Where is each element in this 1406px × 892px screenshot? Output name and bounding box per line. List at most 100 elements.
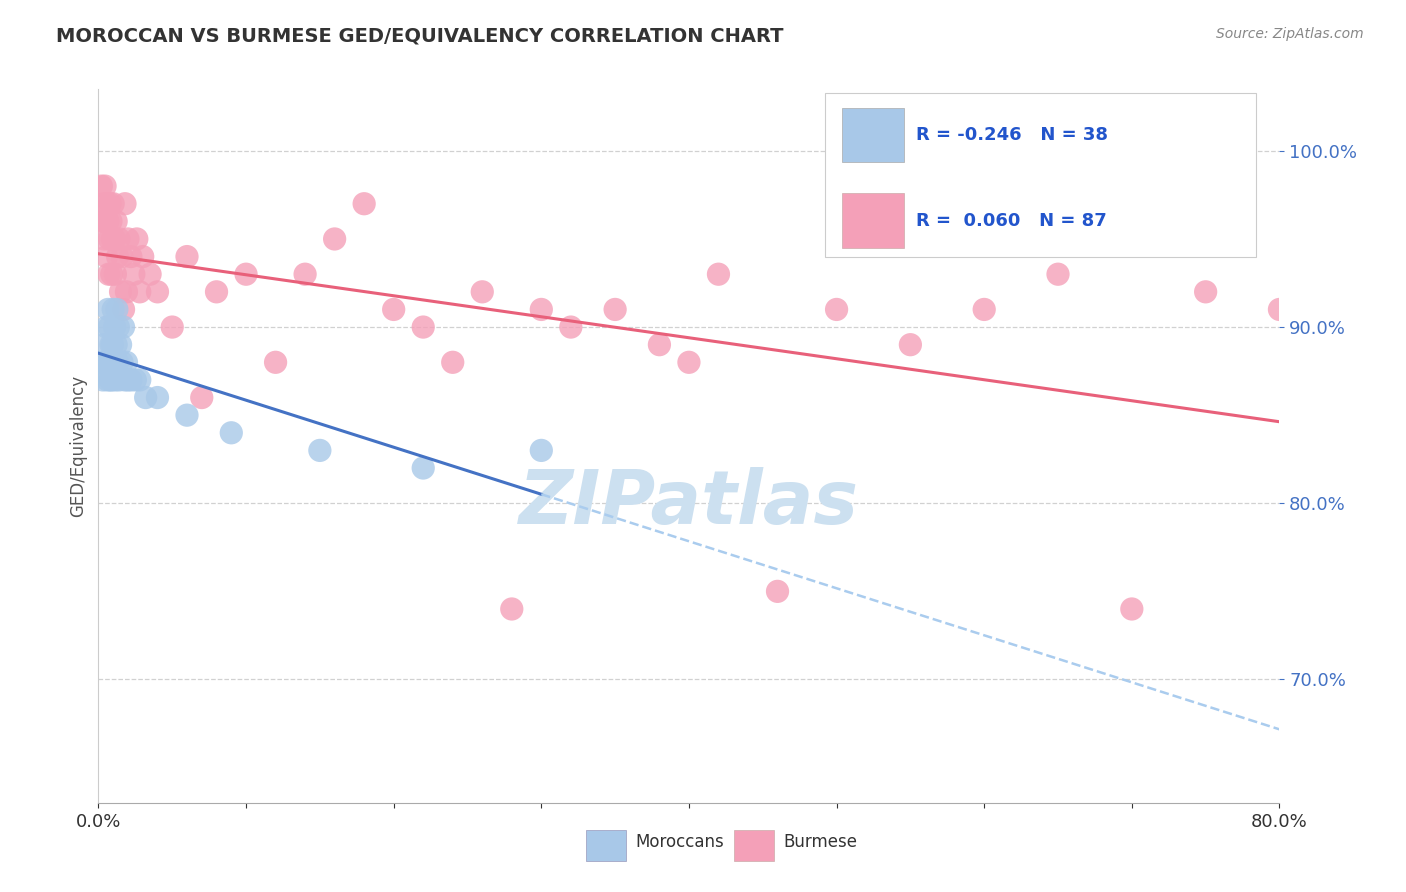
Point [412, 320, 434, 334]
Point [146, 285, 169, 299]
Point [117, 373, 139, 387]
Point [176, 408, 198, 422]
Point [353, 196, 375, 211]
Point [205, 285, 228, 299]
Point [94, 214, 117, 228]
Point [98, 373, 121, 387]
Point [104, 267, 127, 281]
Point [132, 250, 155, 264]
Point [120, 250, 142, 264]
Point [120, 373, 142, 387]
Point [605, 302, 627, 317]
Point [176, 250, 198, 264]
Point [221, 425, 243, 440]
Point [97, 355, 120, 369]
Point [530, 443, 553, 458]
Text: Moroccans: Moroccans [636, 833, 724, 851]
FancyBboxPatch shape [734, 830, 773, 862]
Point [91, 214, 114, 228]
Text: MOROCCAN VS BURMESE GED/EQUIVALENCY CORRELATION CHART: MOROCCAN VS BURMESE GED/EQUIVALENCY CORR… [56, 27, 783, 45]
Point [103, 355, 125, 369]
Point [103, 196, 125, 211]
FancyBboxPatch shape [842, 194, 904, 248]
Point [294, 267, 316, 281]
Point [104, 320, 127, 334]
Point [104, 232, 127, 246]
Point [100, 337, 122, 351]
Point [108, 232, 131, 246]
Point [707, 267, 730, 281]
Point [104, 373, 127, 387]
Point [115, 355, 138, 369]
Point [107, 355, 129, 369]
Text: R = -0.246   N = 38: R = -0.246 N = 38 [915, 126, 1108, 144]
Point [105, 302, 128, 317]
Point [107, 250, 129, 264]
Point [530, 302, 553, 317]
Point [139, 267, 162, 281]
Point [1268, 302, 1291, 317]
FancyBboxPatch shape [842, 108, 904, 162]
Point [112, 320, 135, 334]
Point [124, 373, 146, 387]
Point [323, 232, 346, 246]
Point [96, 196, 118, 211]
Point [146, 391, 169, 405]
Point [111, 355, 134, 369]
Point [96, 320, 118, 334]
Point [382, 302, 405, 317]
Point [105, 214, 128, 228]
Point [560, 320, 582, 334]
Point [97, 302, 120, 317]
Point [100, 373, 122, 387]
Point [114, 373, 136, 387]
Point [100, 214, 122, 228]
Point [128, 373, 150, 387]
Point [111, 250, 134, 264]
Point [128, 285, 150, 299]
Point [105, 337, 128, 351]
Point [115, 285, 138, 299]
Point [98, 196, 121, 211]
Point [93, 232, 115, 246]
Point [1047, 267, 1070, 281]
Point [122, 267, 145, 281]
Point [825, 302, 848, 317]
Point [1195, 285, 1218, 299]
Point [98, 320, 121, 334]
Point [110, 337, 132, 351]
Point [93, 337, 115, 351]
Y-axis label: GED/Equivalency: GED/Equivalency [69, 375, 87, 517]
Point [900, 337, 922, 351]
Point [441, 355, 464, 369]
Point [90, 355, 112, 369]
Point [107, 320, 129, 334]
Text: R =  0.060   N = 87: R = 0.060 N = 87 [915, 211, 1107, 229]
Point [1121, 602, 1143, 616]
Point [471, 285, 494, 299]
Point [110, 285, 132, 299]
Point [973, 302, 995, 317]
Point [100, 267, 122, 281]
Point [117, 232, 139, 246]
Point [108, 373, 131, 387]
FancyBboxPatch shape [825, 93, 1256, 257]
Point [96, 250, 118, 264]
Point [101, 232, 124, 246]
Point [264, 355, 287, 369]
Point [412, 461, 434, 475]
Point [501, 602, 523, 616]
Point [93, 196, 115, 211]
Point [648, 337, 671, 351]
Point [91, 373, 114, 387]
Point [94, 179, 117, 194]
FancyBboxPatch shape [586, 830, 626, 862]
Point [96, 373, 118, 387]
Point [112, 302, 135, 317]
Text: Burmese: Burmese [783, 833, 858, 851]
Point [94, 355, 117, 369]
Point [97, 267, 120, 281]
Point [678, 355, 700, 369]
Point [309, 443, 332, 458]
Point [162, 320, 183, 334]
